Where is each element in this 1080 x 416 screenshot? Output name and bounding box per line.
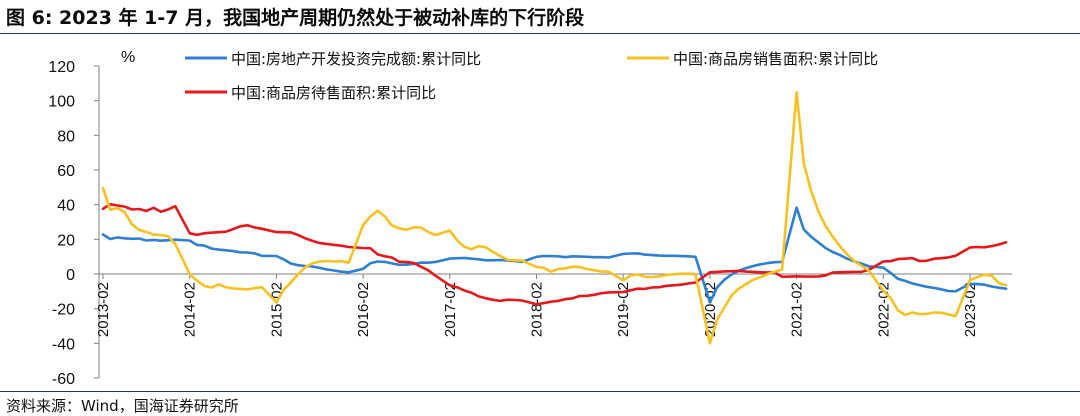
x-tick-label: 2023-02 xyxy=(962,282,979,337)
x-tick-label: 2013-02 xyxy=(95,282,112,337)
legend-label-2: 中国:商品房销售面积:累计同比 xyxy=(673,50,878,68)
y-axis-unit: % xyxy=(121,49,135,66)
y-tick-label: 100 xyxy=(48,94,75,111)
series-line-2 xyxy=(101,90,1008,345)
x-tick-label: 2017-02 xyxy=(442,282,459,337)
x-tick-label: 2018-02 xyxy=(529,282,546,337)
y-tick-label: 120 xyxy=(48,59,75,76)
y-tick-label: 0 xyxy=(66,267,75,284)
x-tick-label: 2021-02 xyxy=(789,282,806,337)
source-note: 资料来源：Wind，国海证券研究所 xyxy=(6,397,239,415)
page-title: 图 6: 2023 年 1-7 月，我国地产周期仍然处于被动补库的下行阶段 xyxy=(6,7,585,29)
x-tick-label: 2014-02 xyxy=(182,282,199,337)
series-lines xyxy=(101,90,1008,345)
legend-label-3: 中国:商品房待售面积:累计同比 xyxy=(231,84,436,102)
x-tick-label: 2016-02 xyxy=(355,282,372,337)
chart-legend: 中国:房地产开发投资完成额:累计同比 中国:商品房销售面积:累计同比中国:商品房待… xyxy=(185,50,878,102)
y-tick-label: 60 xyxy=(57,163,75,180)
y-axis-ticks: -60 -40 -20 0 20 40 60 80 100 120 xyxy=(48,59,99,388)
y-tick-label: 40 xyxy=(57,198,75,215)
title-divider xyxy=(0,33,1080,34)
y-tick-label: 80 xyxy=(57,128,75,145)
chart-axes xyxy=(98,66,1012,378)
footer-divider xyxy=(0,391,1080,392)
y-tick-label: -40 xyxy=(52,336,75,353)
legend-label-1: 中国:房地产开发投资完成额:累计同比 xyxy=(231,50,481,68)
x-tick-label: 2019-02 xyxy=(615,282,632,337)
series-line-3 xyxy=(101,203,1008,306)
x-axis-ticks: 2013-02 2014-02 2015-02 2016-02 2017-02 2018-… xyxy=(95,274,979,337)
y-tick-label: -20 xyxy=(52,302,75,319)
y-tick-label: 20 xyxy=(57,232,75,249)
y-tick-label: -60 xyxy=(52,371,75,388)
